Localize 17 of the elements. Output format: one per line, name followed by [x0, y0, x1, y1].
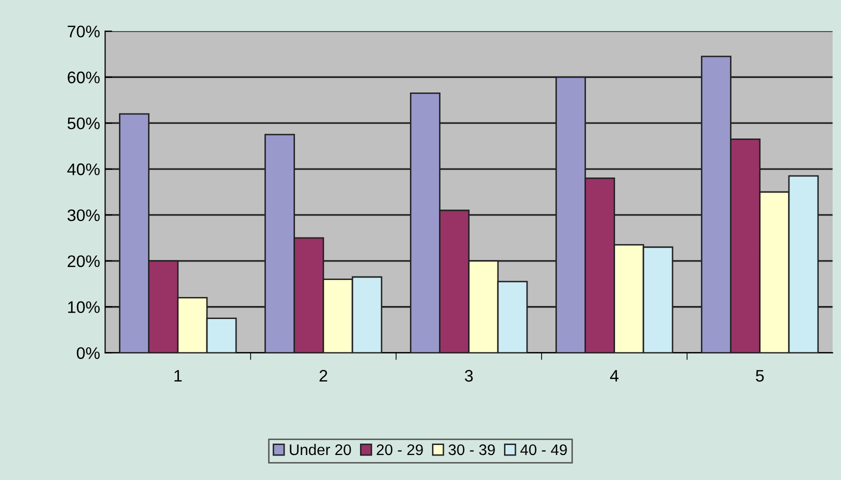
- y-tick-label: 50%: [68, 117, 100, 130]
- legend-label: 30 - 39: [448, 444, 495, 456]
- y-tick-label: 70%: [68, 26, 100, 38]
- y-tick-label: 0%: [76, 347, 100, 360]
- x-tick-label: 2: [320, 370, 328, 382]
- x-tick-label: 3: [464, 370, 473, 382]
- y-tick-label: 10%: [68, 301, 100, 314]
- legend-label: 40 - 49: [520, 444, 567, 456]
- x-tick-label: 5: [756, 370, 764, 382]
- y-tick-label: 30%: [68, 209, 100, 222]
- legend-label: 20 - 29: [376, 444, 423, 456]
- y-tick-label: 60%: [68, 72, 100, 84]
- x-tick-label: 1: [174, 370, 182, 382]
- y-tick-label: 20%: [68, 255, 100, 268]
- y-tick-label: 40%: [67, 163, 100, 176]
- legend-label: Under 20: [290, 444, 351, 456]
- x-tick-label: 4: [610, 370, 618, 382]
